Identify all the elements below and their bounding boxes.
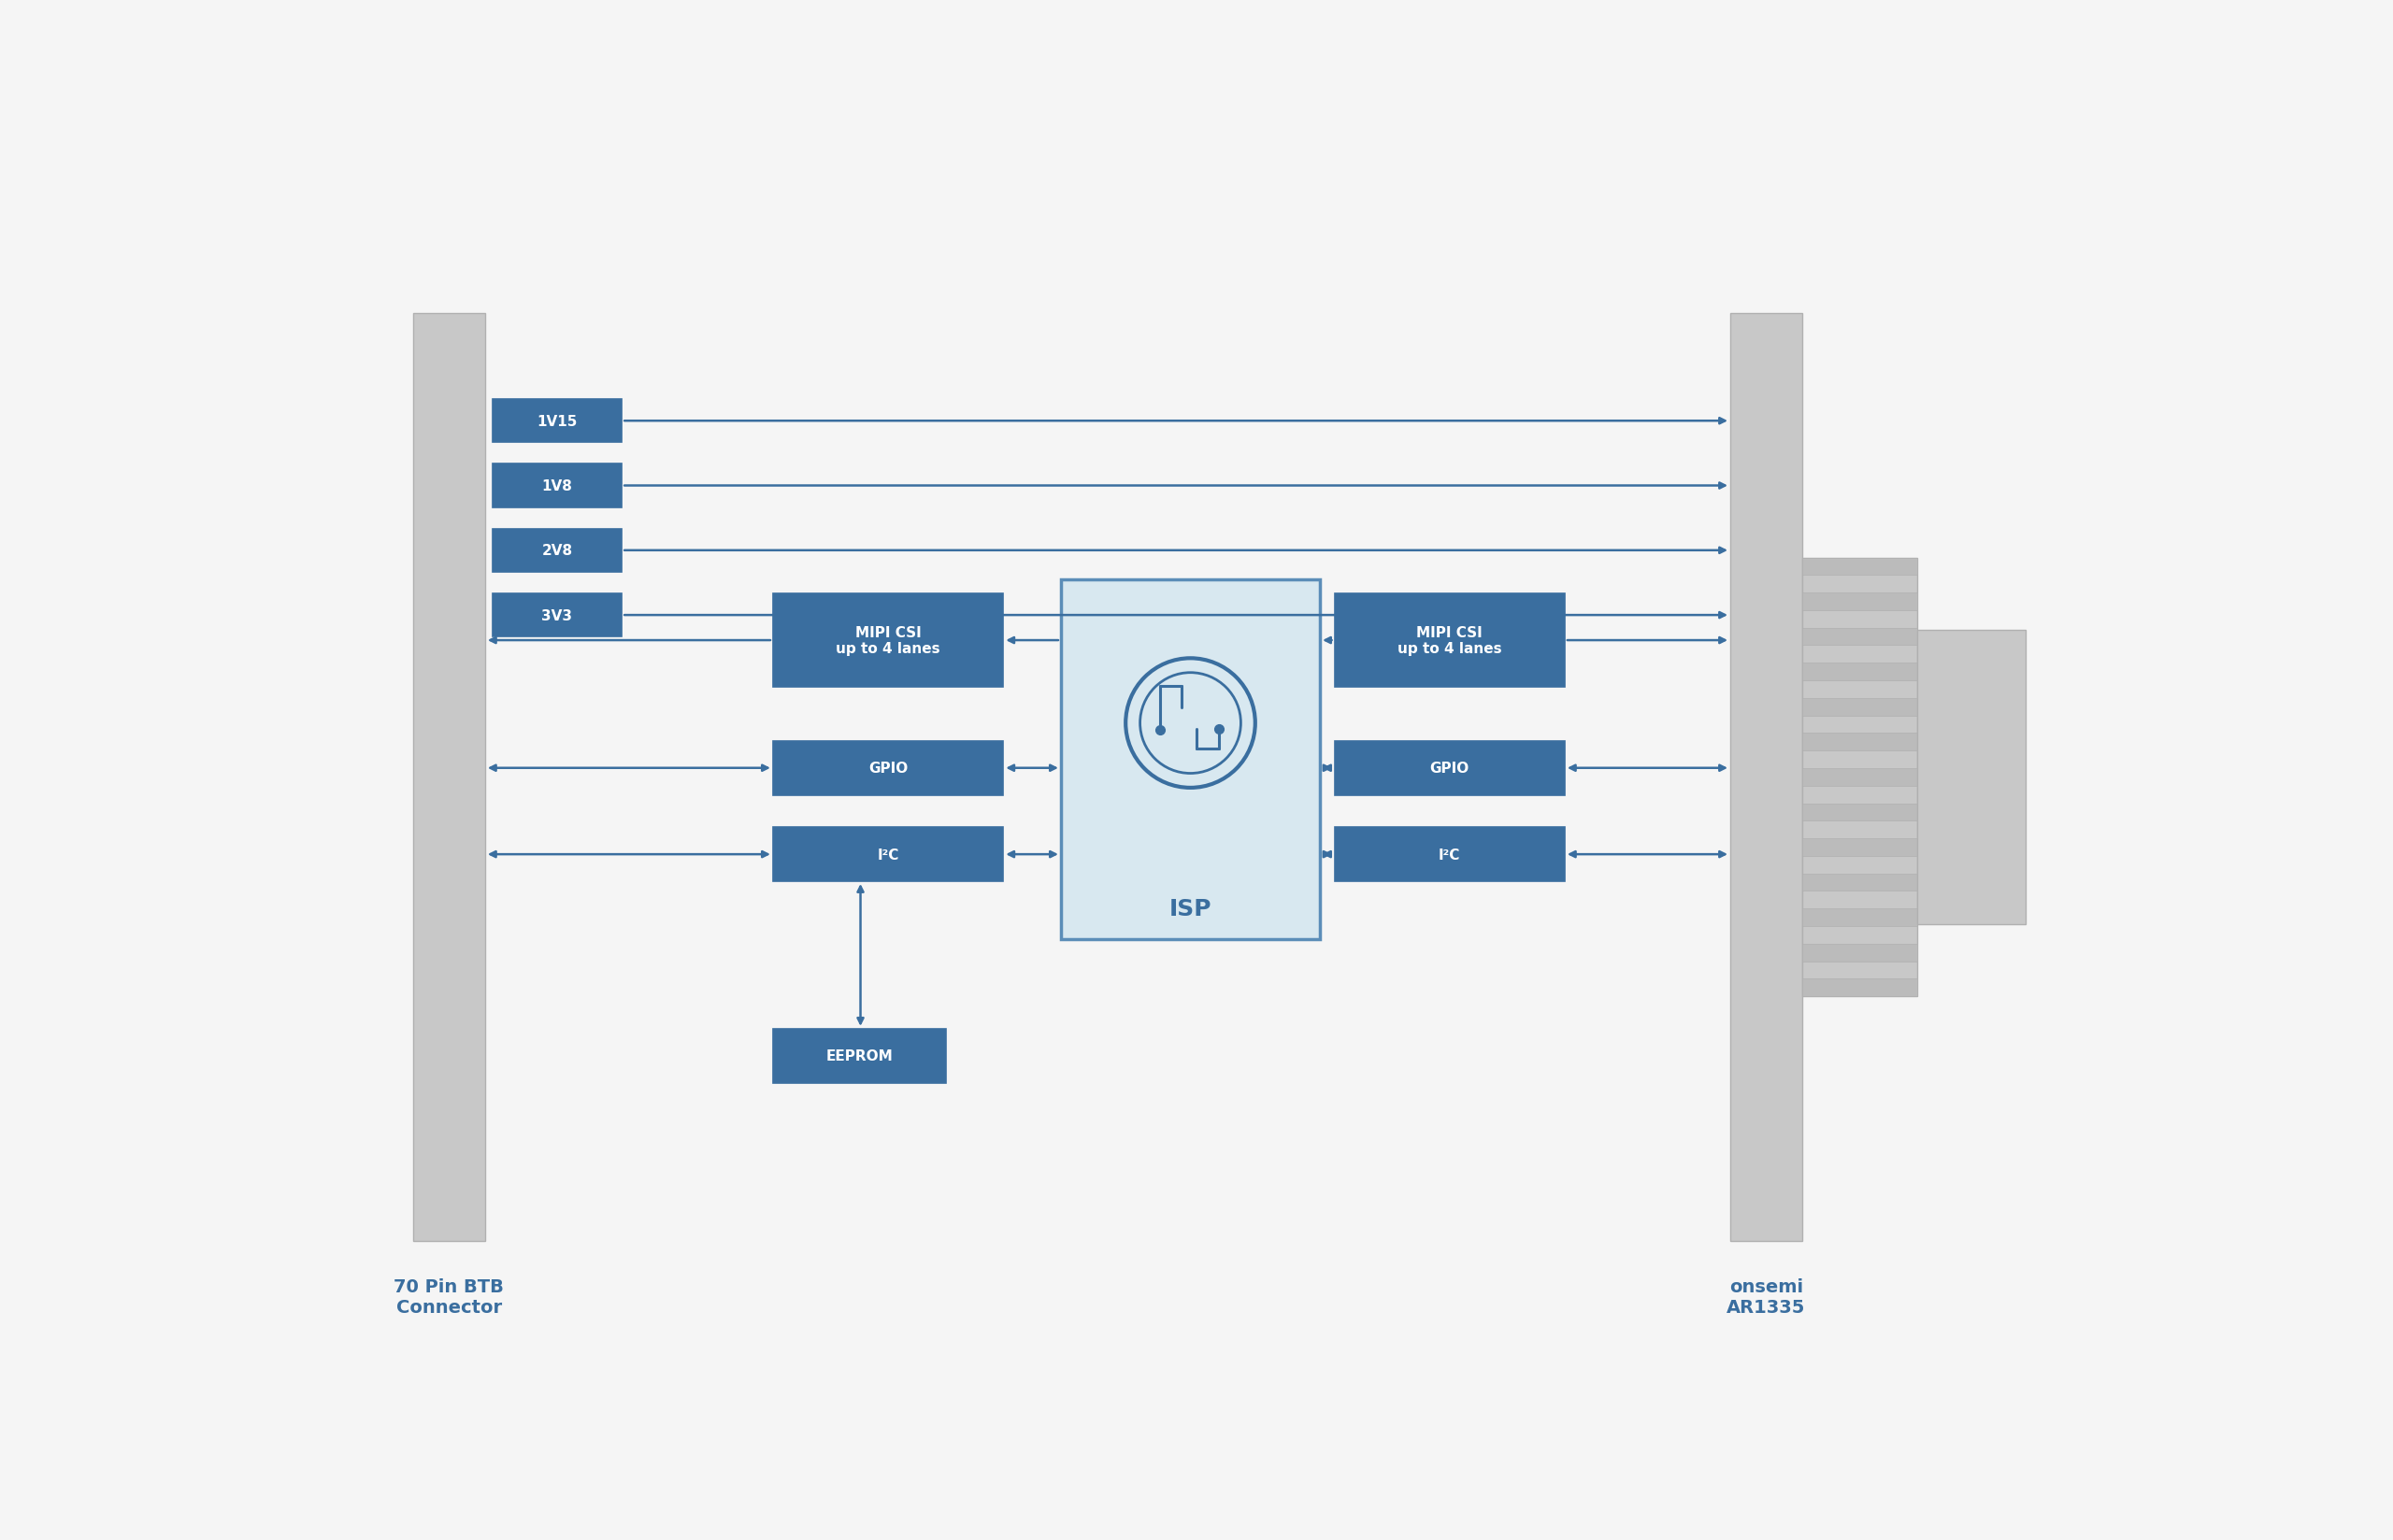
FancyBboxPatch shape — [1802, 804, 1917, 821]
FancyBboxPatch shape — [773, 1029, 945, 1083]
FancyBboxPatch shape — [1335, 741, 1565, 795]
Text: GPIO: GPIO — [869, 761, 907, 775]
Text: 1V8: 1V8 — [541, 479, 572, 493]
FancyBboxPatch shape — [1917, 630, 2024, 924]
FancyBboxPatch shape — [1802, 733, 1917, 752]
FancyBboxPatch shape — [1802, 698, 1917, 716]
FancyBboxPatch shape — [1060, 579, 1321, 939]
FancyBboxPatch shape — [773, 827, 1003, 881]
Text: 1V15: 1V15 — [536, 414, 577, 428]
FancyBboxPatch shape — [493, 594, 622, 638]
Text: 2V8: 2V8 — [541, 544, 572, 557]
Circle shape — [1125, 659, 1256, 788]
FancyBboxPatch shape — [493, 465, 622, 508]
FancyBboxPatch shape — [1802, 873, 1917, 892]
FancyBboxPatch shape — [414, 314, 486, 1241]
Text: 3V3: 3V3 — [541, 608, 572, 622]
FancyBboxPatch shape — [1802, 664, 1917, 681]
FancyBboxPatch shape — [1802, 944, 1917, 961]
Text: MIPI CSI
up to 4 lanes: MIPI CSI up to 4 lanes — [1398, 625, 1503, 656]
FancyBboxPatch shape — [1802, 628, 1917, 645]
Text: 70 Pin BTB
Connector: 70 Pin BTB Connector — [395, 1277, 505, 1315]
FancyBboxPatch shape — [773, 594, 1003, 687]
Text: MIPI CSI
up to 4 lanes: MIPI CSI up to 4 lanes — [835, 625, 940, 656]
FancyBboxPatch shape — [1802, 593, 1917, 611]
FancyBboxPatch shape — [1802, 839, 1917, 856]
FancyBboxPatch shape — [493, 400, 622, 444]
FancyBboxPatch shape — [1730, 314, 1802, 1241]
Text: I²C: I²C — [1438, 847, 1460, 862]
FancyBboxPatch shape — [1335, 594, 1565, 687]
FancyBboxPatch shape — [493, 530, 622, 573]
FancyBboxPatch shape — [1335, 827, 1565, 881]
Text: ISP: ISP — [1170, 898, 1211, 919]
FancyBboxPatch shape — [1802, 768, 1917, 785]
FancyBboxPatch shape — [1802, 909, 1917, 927]
FancyBboxPatch shape — [1802, 557, 1917, 996]
Text: onsemi
AR1335: onsemi AR1335 — [1728, 1277, 1807, 1315]
FancyBboxPatch shape — [1802, 979, 1917, 996]
Text: GPIO: GPIO — [1429, 761, 1469, 775]
Text: EEPROM: EEPROM — [826, 1049, 893, 1063]
FancyBboxPatch shape — [1802, 557, 1917, 576]
Text: I²C: I²C — [878, 847, 900, 862]
FancyBboxPatch shape — [773, 741, 1003, 795]
